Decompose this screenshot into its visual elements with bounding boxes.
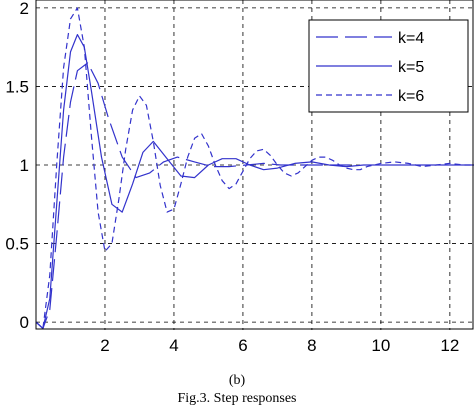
legend-label-3: k=6 [398,88,424,105]
figure-caption: Fig.3. Step responses [177,391,297,406]
subfigure-caption: (b) [228,373,246,388]
tick-labels: 2 4 6 8 10 12 0 0.5 1 1.5 2 [5,0,459,355]
plot-frame [35,0,474,330]
x-tick-label: 6 [238,336,247,355]
x-tick-label: 8 [307,336,316,355]
y-tick-label: 1 [20,156,29,175]
series-line-1 [36,62,350,329]
step-response-chart: 2 4 6 8 10 12 0 0.5 1 1.5 2 k=4 k=5 k=6 [5,0,474,355]
y-tick-label: 1.5 [5,77,29,96]
y-tick-label: 0.5 [5,235,29,254]
x-tick-label: 12 [440,336,459,355]
legend-label-2: k=5 [398,59,424,76]
y-tick-label: 2 [20,0,29,18]
x-tick-label: 2 [100,336,109,355]
grid [36,0,474,330]
x-tick-label: 4 [169,336,178,355]
legend-label-1: k=4 [398,30,424,47]
legend: k=4 k=5 k=6 [308,19,469,113]
y-tick-label: 0 [20,313,29,332]
x-tick-label: 10 [371,336,390,355]
series-layer [36,7,474,329]
